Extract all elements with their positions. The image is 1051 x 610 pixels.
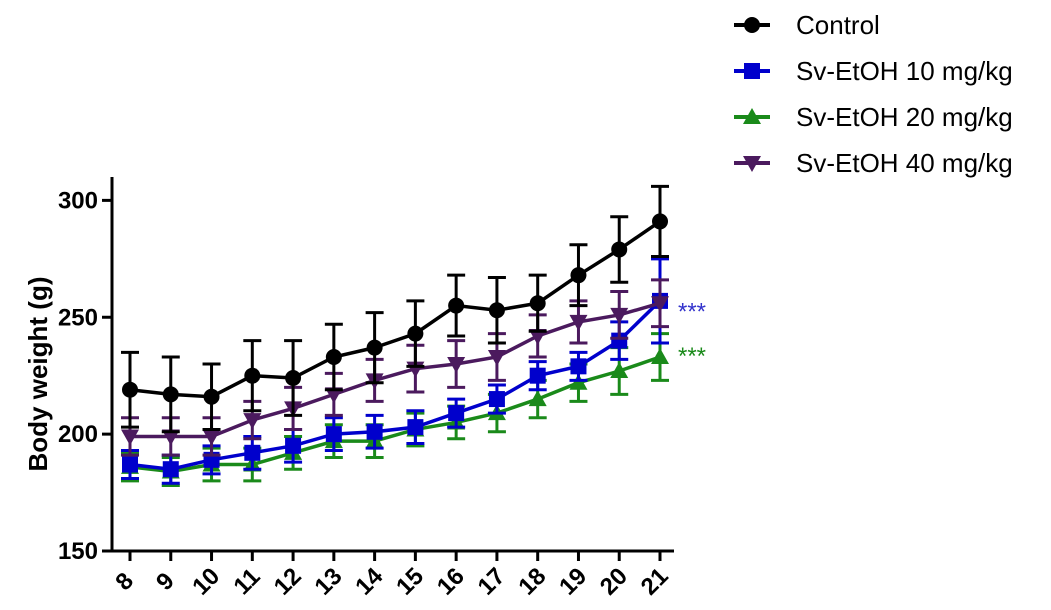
data-point [285,437,302,454]
data-point [161,429,180,446]
data-point [487,349,506,366]
data-point [122,381,138,398]
data-point [611,332,628,349]
legend-item: Control [734,10,880,40]
legend-item: Sv-EtOH 40 mg/kg [734,148,1013,178]
legend-label: Sv-EtOH 10 mg/kg [796,56,1013,86]
legend-marker [743,108,761,124]
y-axis-title: Body weight (g) [23,277,53,472]
x-tick-label: 15 [391,563,429,601]
data-point [203,388,220,405]
x-tick-label: 8 [110,567,139,596]
data-point [366,423,383,440]
data-point [529,367,546,384]
x-tick-label: 18 [513,563,551,601]
significance-marker: *** [678,299,706,326]
data-point [243,413,262,430]
data-point [610,307,629,324]
x-tick-label: 10 [187,563,225,601]
data-point [528,390,547,407]
data-point [570,267,587,284]
data-point [448,405,465,422]
data-point [162,461,179,478]
x-tick-label: 12 [269,563,307,601]
x-tick-label: 14 [350,562,388,600]
legend-label: Sv-EtOH 20 mg/kg [796,102,1013,132]
data-point [651,347,669,364]
data-point [570,358,587,375]
data-point [488,391,505,408]
data-point [569,314,588,331]
y-tick-label: 300 [58,187,98,214]
series-control [121,184,669,434]
legend-label: Sv-EtOH 40 mg/kg [796,148,1013,178]
data-point [122,456,138,473]
data-point [488,302,505,319]
data-point [121,429,139,446]
series-line [130,301,661,439]
data-point [528,328,547,345]
data-point [448,297,465,314]
x-tick-label: 19 [554,563,592,601]
x-tick-label: 20 [595,563,633,601]
data-point [162,386,179,403]
legend-item: Sv-EtOH 20 mg/kg [734,102,1013,132]
data-point [202,429,221,446]
data-point [325,348,342,365]
legend: Control Sv-EtOH 10 mg/kg Sv-EtOH 20 mg/kg S… [734,10,1013,178]
data-point [325,426,342,443]
data-point [244,444,261,461]
data-point [366,339,383,356]
data-point [324,387,343,404]
legend-marker [744,63,760,79]
data-point [285,370,302,387]
significance-marker: *** [678,343,706,370]
x-tick-label: 17 [473,563,511,601]
data-point [447,357,466,373]
data-point [244,367,261,384]
data-point [652,213,668,230]
data-point [651,296,669,313]
y-tick-label: 200 [58,421,98,448]
data-point [407,419,424,436]
y-tick-label: 250 [58,304,98,331]
data-point [610,362,629,379]
legend-item: Sv-EtOH 10 mg/kg [734,56,1013,86]
plot-area: *** *** [121,184,706,488]
x-tick-label: 13 [310,563,348,601]
legend-marker [744,17,760,33]
data-point [529,295,546,312]
data-point [611,241,628,258]
data-point [407,325,424,342]
y-tick-label: 150 [58,538,98,565]
x-tick-label: 9 [151,567,180,596]
x-tick-label: 16 [432,563,470,601]
legend-label: Control [796,10,880,40]
x-tick-label: 21 [636,563,674,601]
x-tick-label: 11 [228,563,265,600]
legend-marker [743,156,761,172]
